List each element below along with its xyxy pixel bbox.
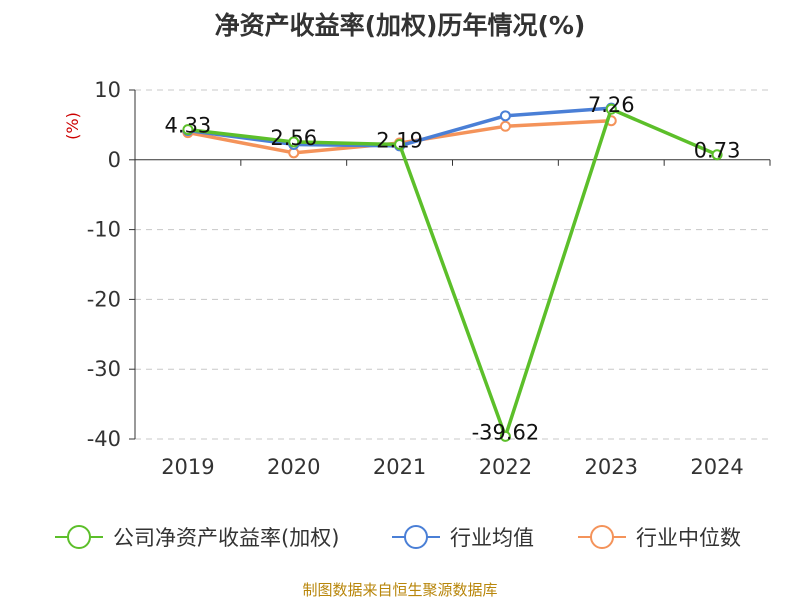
series-group: [182, 102, 723, 442]
legend-label: 行业中位数: [636, 526, 741, 550]
series-0: [182, 103, 723, 442]
data-point: [499, 110, 511, 122]
x-tick-labels: 2019 2020 2021 2022 2023 2024: [161, 455, 744, 479]
y-tick-labels: 10 0 -10 -20 -30 -40: [87, 78, 121, 451]
data-point: [394, 139, 406, 151]
y-tick-label: 10: [94, 78, 121, 102]
y-tick-label: -10: [87, 218, 121, 242]
legend-swatch-marker: [404, 525, 428, 549]
legend-item-2[interactable]: 行业中位数: [578, 525, 741, 550]
y-tick-label: -40: [87, 427, 121, 451]
data-labels: 4.33 2.56 2.19 -39.62 7.26 0.73: [165, 93, 741, 444]
legend-item-0[interactable]: 公司净资产收益率(加权): [55, 525, 339, 550]
grid-lines: [135, 89, 770, 440]
y-tick-label: -20: [87, 287, 121, 311]
data-point: [499, 430, 511, 442]
data-point: [182, 124, 194, 136]
legend-swatch-marker: [590, 525, 614, 549]
series-line: [187, 107, 718, 439]
x-tick-label: 2021: [373, 455, 426, 479]
y-tick-label: -30: [87, 357, 121, 381]
data-label: 0.73: [694, 139, 741, 163]
data-point: [288, 136, 300, 148]
data-label: 2.56: [270, 126, 317, 150]
legend[interactable]: 公司净资产收益率(加权) 行业均值 行业中位数: [55, 525, 741, 550]
data-point: [711, 149, 723, 161]
x-tick-label: 2019: [161, 455, 214, 479]
chart-title: 净资产收益率(加权)历年情况(%): [215, 11, 586, 40]
data-label: 2.19: [376, 129, 423, 153]
x-tick-label: 2022: [479, 455, 532, 479]
data-label: 4.33: [165, 114, 212, 138]
legend-label: 行业均值: [450, 526, 534, 550]
axes: [129, 89, 771, 440]
x-tick-label: 2024: [690, 455, 743, 479]
data-label: -39.62: [472, 420, 540, 444]
data-point: [499, 120, 511, 132]
legend-label: 公司净资产收益率(加权): [113, 526, 339, 550]
y-axis-unit-label: (%): [63, 112, 82, 140]
legend-item-1[interactable]: 行业均值: [392, 525, 534, 550]
data-label: 7.26: [588, 93, 635, 117]
y-tick-label: 0: [108, 148, 121, 172]
x-tick-label: 2020: [267, 455, 320, 479]
legend-swatch-marker: [67, 525, 91, 549]
x-tick-label: 2023: [585, 455, 638, 479]
data-source-note: 制图数据来自恒生聚源数据库: [302, 581, 497, 599]
data-point: [605, 103, 617, 115]
